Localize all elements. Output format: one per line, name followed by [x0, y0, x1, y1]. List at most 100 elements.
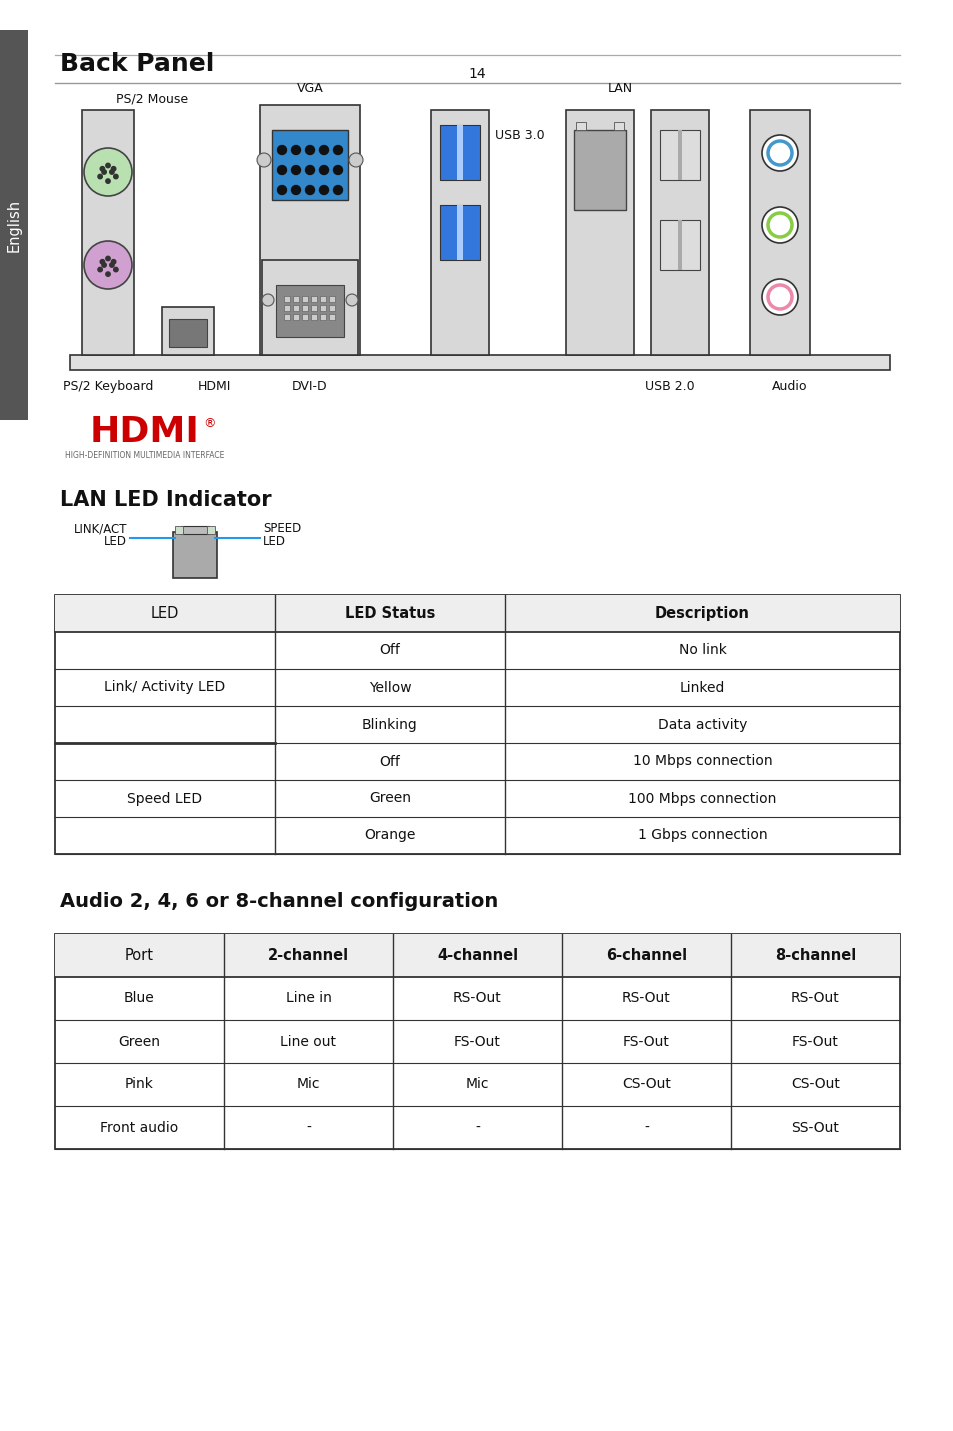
Text: Description: Description: [655, 605, 749, 621]
Text: DVI-D: DVI-D: [292, 381, 328, 394]
Bar: [55, 595, 899, 854]
Text: 8-channel: 8-channel: [774, 947, 855, 963]
Bar: [456, 205, 462, 260]
Text: 100 Mbps connection: 100 Mbps connection: [628, 791, 776, 806]
Text: HDMI: HDMI: [90, 415, 200, 449]
Text: RS-Out: RS-Out: [453, 992, 501, 1006]
Bar: [319, 313, 326, 321]
Circle shape: [349, 153, 363, 167]
Bar: [172, 532, 216, 578]
Text: Mic: Mic: [296, 1078, 320, 1092]
Bar: [284, 296, 290, 302]
Text: Linked: Linked: [679, 681, 724, 694]
Circle shape: [305, 166, 314, 175]
Circle shape: [319, 146, 328, 155]
Bar: [439, 124, 479, 180]
Circle shape: [113, 268, 118, 272]
Circle shape: [102, 263, 106, 268]
Bar: [169, 319, 207, 346]
Text: USB 3.0: USB 3.0: [495, 129, 544, 142]
Text: 10 Mbps connection: 10 Mbps connection: [632, 754, 772, 768]
Text: Audio: Audio: [771, 381, 807, 394]
Bar: [293, 313, 298, 321]
Text: LINK/ACT: LINK/ACT: [73, 522, 127, 535]
Bar: [55, 595, 899, 633]
Text: Front audio: Front audio: [100, 1120, 178, 1135]
Text: HDMI: HDMI: [198, 381, 232, 394]
Text: SPEED: SPEED: [263, 522, 301, 535]
Text: FS-Out: FS-Out: [622, 1035, 669, 1049]
Text: Off: Off: [379, 644, 400, 657]
Text: LED: LED: [263, 535, 286, 548]
Text: Green: Green: [369, 791, 411, 806]
Bar: [329, 305, 335, 311]
Circle shape: [112, 166, 115, 170]
Bar: [55, 934, 899, 977]
Text: 4-channel: 4-channel: [436, 947, 517, 963]
Bar: [574, 130, 625, 210]
Text: Blue: Blue: [124, 992, 154, 1006]
Bar: [275, 285, 344, 336]
Bar: [162, 308, 213, 355]
Circle shape: [305, 146, 314, 155]
Bar: [565, 110, 634, 355]
Text: Port: Port: [125, 947, 153, 963]
Text: VGA: VGA: [296, 82, 323, 94]
Circle shape: [761, 135, 797, 170]
Circle shape: [292, 146, 300, 155]
Bar: [262, 260, 357, 355]
Text: Data activity: Data activity: [658, 717, 746, 731]
Text: 14: 14: [468, 67, 485, 82]
Circle shape: [334, 186, 342, 195]
Text: -: -: [475, 1120, 479, 1135]
Text: RS-Out: RS-Out: [621, 992, 670, 1006]
Text: LAN: LAN: [607, 82, 632, 94]
Text: Off: Off: [379, 754, 400, 768]
Text: Link/ Activity LED: Link/ Activity LED: [104, 681, 226, 694]
Circle shape: [277, 186, 286, 195]
Text: Blinking: Blinking: [362, 717, 417, 731]
Circle shape: [761, 207, 797, 243]
Circle shape: [100, 166, 105, 170]
Bar: [311, 305, 316, 311]
Bar: [329, 296, 335, 302]
Circle shape: [761, 279, 797, 315]
Circle shape: [113, 175, 118, 179]
Bar: [55, 934, 899, 1149]
Circle shape: [98, 175, 102, 179]
Circle shape: [319, 166, 328, 175]
Text: CS-Out: CS-Out: [790, 1078, 839, 1092]
Bar: [260, 104, 359, 355]
Circle shape: [334, 166, 342, 175]
Bar: [319, 305, 326, 311]
Bar: [293, 305, 298, 311]
Circle shape: [256, 153, 271, 167]
Text: Speed LED: Speed LED: [128, 791, 202, 806]
Bar: [614, 122, 623, 130]
Circle shape: [262, 293, 274, 306]
Bar: [284, 313, 290, 321]
Text: Line in: Line in: [285, 992, 331, 1006]
Circle shape: [319, 186, 328, 195]
Circle shape: [277, 146, 286, 155]
Bar: [70, 355, 889, 371]
Text: LAN LED Indicator: LAN LED Indicator: [60, 489, 272, 509]
Text: Back Panel: Back Panel: [60, 52, 214, 76]
Text: 2-channel: 2-channel: [268, 947, 349, 963]
Bar: [302, 305, 308, 311]
Text: RS-Out: RS-Out: [790, 992, 839, 1006]
Circle shape: [334, 146, 342, 155]
Text: LED Status: LED Status: [344, 605, 435, 621]
Circle shape: [106, 272, 111, 276]
Circle shape: [102, 170, 106, 175]
Text: No link: No link: [678, 644, 725, 657]
Text: 1 Gbps connection: 1 Gbps connection: [637, 829, 766, 843]
Circle shape: [106, 163, 111, 167]
Bar: [311, 296, 316, 302]
Text: Yellow: Yellow: [368, 681, 411, 694]
Circle shape: [346, 293, 357, 306]
Bar: [678, 220, 681, 270]
Text: Mic: Mic: [465, 1078, 489, 1092]
Bar: [659, 130, 700, 180]
Text: Orange: Orange: [364, 829, 416, 843]
